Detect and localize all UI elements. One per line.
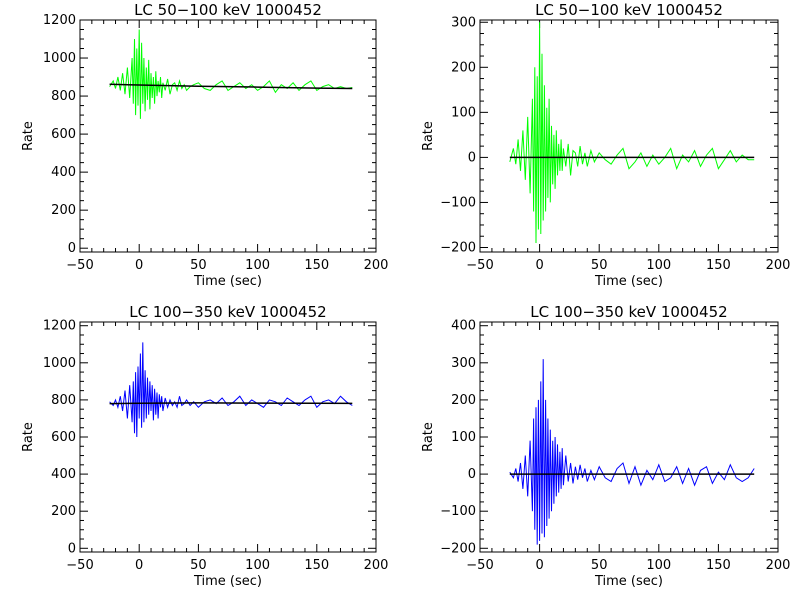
chart-title: LC 100−350 keV 1000452 [530, 303, 727, 321]
x-tick-label: 100 [646, 258, 671, 273]
x-tick-label: 150 [304, 558, 329, 573]
x-tick-label: 100 [245, 558, 270, 573]
x-tick-label: 100 [646, 558, 671, 573]
y-tick-label: −200 [440, 541, 476, 556]
chart-title: LC 50−100 keV 1000452 [134, 1, 322, 19]
x-tick-label: 0 [535, 558, 543, 573]
x-tick-label: 200 [766, 258, 791, 273]
y-tick-label: 0 [68, 541, 76, 556]
x-tick-label: 100 [245, 258, 270, 273]
y-tick-label: 200 [51, 504, 76, 519]
panel-bottom-left: −50 0 50 100 150 200 0 200 400 600 800 1000 1200 LC 1… [21, 303, 388, 589]
x-tick-label: −50 [66, 558, 93, 573]
y-tick-label: 1000 [43, 356, 76, 371]
y-tick-label: −100 [440, 195, 476, 210]
y-tick-label: 0 [68, 241, 76, 256]
y-tick-label: 800 [51, 393, 76, 408]
x-tick-label: 150 [706, 258, 731, 273]
y-tick-label: 100 [451, 430, 476, 445]
panel-bottom-right: −50 0 50 100 150 200 −200 −100 0 100 200 300 400 LC 1… [421, 303, 790, 589]
x-tick-label: 200 [364, 258, 389, 273]
y-tick-label: 600 [51, 430, 76, 445]
y-tick-label: 300 [451, 15, 476, 30]
y-axis-label: Rate [421, 422, 436, 452]
x-tick-label: 200 [364, 558, 389, 573]
data-series-line [509, 359, 755, 545]
y-tick-label: 400 [451, 319, 476, 334]
data-series-line [509, 22, 755, 244]
y-tick-label: −200 [440, 240, 476, 255]
y-tick-label: 0 [468, 150, 476, 165]
panel-top-left: −50 0 50 100 150 200 0 200 400 600 800 1000 1200 LC 5… [21, 1, 388, 289]
y-axis-label: Rate [21, 422, 36, 452]
plot-frame [79, 321, 377, 553]
x-tick-label: 0 [535, 258, 543, 273]
x-tick-label: 150 [304, 258, 329, 273]
panel-top-right: −50 0 50 100 150 200 −200 −100 0 100 200 300 LC 50−1… [421, 1, 790, 289]
y-tick-label: 400 [51, 467, 76, 482]
x-tick-label: 150 [706, 558, 731, 573]
y-tick-label: 400 [51, 165, 76, 180]
x-axis-label: Time (sec) [594, 574, 663, 589]
chart-title: LC 50−100 keV 1000452 [535, 1, 723, 19]
y-tick-label: 200 [451, 393, 476, 408]
plot-frame [479, 321, 779, 553]
data-series-line [109, 29, 353, 119]
x-tick-label: 50 [591, 258, 608, 273]
y-tick-label: 1200 [43, 13, 76, 28]
x-tick-label: 50 [190, 558, 207, 573]
x-tick-label: 50 [591, 558, 608, 573]
y-tick-label: 600 [51, 127, 76, 142]
x-tick-label: −50 [466, 258, 493, 273]
x-tick-label: 50 [190, 258, 207, 273]
x-axis-label: Time (sec) [193, 574, 262, 589]
y-tick-label: −100 [440, 504, 476, 519]
y-tick-label: 0 [468, 467, 476, 482]
model-line [109, 83, 353, 90]
y-tick-label: 1000 [43, 51, 76, 66]
x-tick-label: −50 [66, 258, 93, 273]
x-tick-label: 0 [135, 258, 143, 273]
y-axis-label: Rate [21, 121, 36, 151]
data-series-line [109, 342, 353, 438]
y-tick-label: 200 [451, 60, 476, 75]
plot-frame [79, 19, 377, 253]
x-tick-label: −50 [466, 558, 493, 573]
model-line [109, 402, 353, 405]
x-tick-label: 0 [135, 558, 143, 573]
x-tick-label: 200 [766, 558, 791, 573]
y-axis-label: Rate [421, 121, 436, 151]
y-tick-label: 800 [51, 89, 76, 104]
plot-frame [479, 19, 779, 253]
x-axis-label: Time (sec) [193, 274, 262, 289]
y-tick-label: 1200 [43, 319, 76, 334]
chart-title: LC 100−350 keV 1000452 [129, 303, 326, 321]
y-tick-label: 300 [451, 356, 476, 371]
y-tick-label: 100 [451, 105, 476, 120]
y-tick-label: 200 [51, 203, 76, 218]
x-axis-label: Time (sec) [594, 274, 663, 289]
